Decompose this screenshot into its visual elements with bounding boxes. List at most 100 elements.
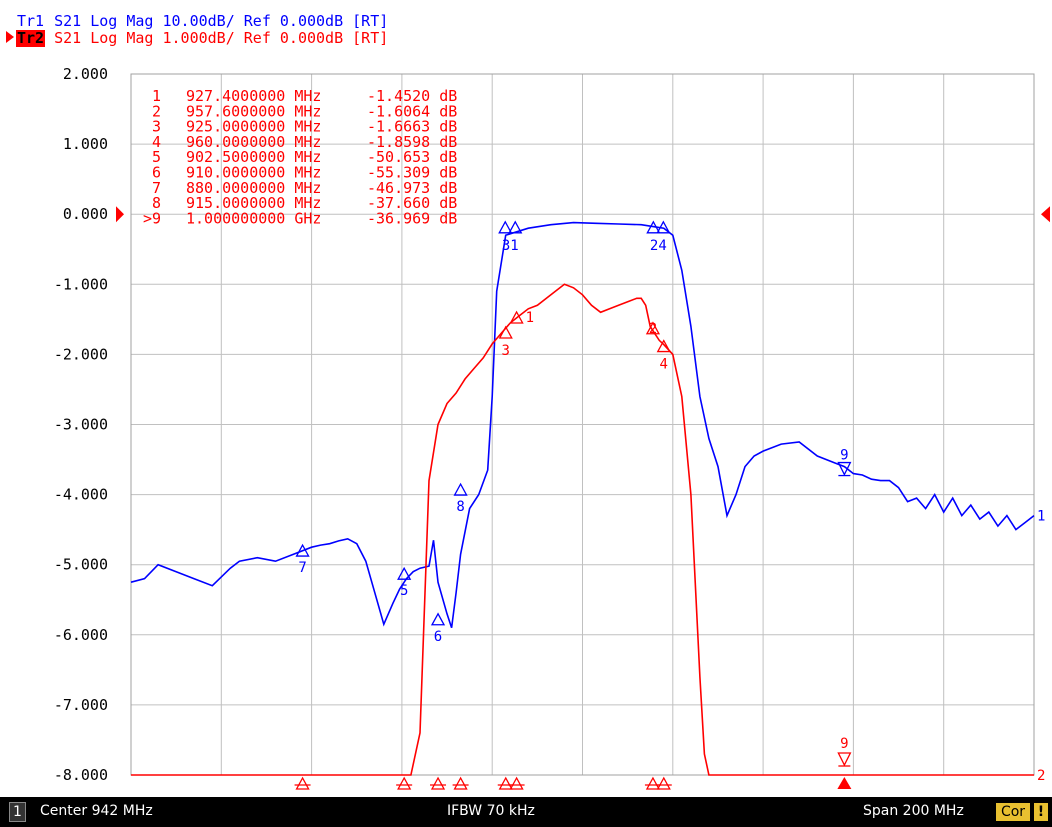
trace2-settings: S21 Log Mag 1.000dB/ Ref 0.000dB [RT]	[45, 29, 389, 47]
tr1-marker-group-icon[interactable]	[508, 220, 523, 234]
y-tick-label: -7.000	[54, 696, 108, 714]
y-tick-label: -6.000	[54, 626, 108, 644]
marker-table-value: -36.969 dB	[367, 209, 457, 227]
marker-label: 31	[502, 238, 519, 254]
tr2-bottom-marker-icon[interactable]	[656, 776, 671, 790]
marker-label: 5	[400, 583, 408, 599]
plot-border	[130, 73, 1035, 776]
y-tick-label: 2.000	[63, 65, 108, 83]
marker-table-value: -1.6064 dB	[367, 102, 457, 120]
marker-table-frequency: 910.0000000 MHz	[186, 164, 321, 182]
tr2-bottom-marker-icon[interactable]	[498, 776, 513, 790]
y-tick-label: -2.000	[54, 345, 108, 363]
trace1-tag[interactable]: Tr1	[17, 12, 45, 30]
marker-table-frequency: 902.5000000 MHz	[186, 148, 321, 166]
ifbw-setting[interactable]: IFBW 70 kHz	[447, 803, 535, 819]
marker-table-frequency: 880.0000000 MHz	[186, 179, 321, 197]
marker-table-frequency: 1.000000000 GHz	[186, 209, 321, 227]
tr1-marker-7-icon[interactable]	[295, 543, 310, 557]
trace-end-label: 1	[1037, 509, 1045, 525]
marker-table-number: 3	[152, 118, 161, 136]
trace2-header[interactable]: Tr2 S21 Log Mag 1.000dB/ Ref 0.000dB [RT…	[6, 29, 389, 47]
marker-label: 1	[526, 310, 534, 326]
span-setting[interactable]: Span 200 MHz	[863, 803, 964, 819]
tr2-bottom-marker-icon[interactable]	[430, 776, 446, 790]
marker-table-number: 2	[152, 102, 161, 120]
marker-table-frequency: 957.6000000 MHz	[186, 102, 321, 120]
marker-label: 7	[298, 560, 306, 576]
tr2-bottom-marker-icon[interactable]	[509, 776, 524, 790]
tr2-marker-4-icon[interactable]	[656, 339, 671, 353]
marker-label: 8	[456, 499, 464, 515]
marker-table-number: 8	[152, 194, 161, 212]
tr2-bottom-marker-icon[interactable]	[645, 776, 661, 790]
tr1-marker-group-icon[interactable]	[498, 220, 513, 234]
correction-indicator[interactable]: Cor	[996, 803, 1030, 821]
marker-table-value: -50.653 dB	[367, 148, 457, 166]
marker-table-number: 7	[152, 179, 161, 197]
marker-table-number: 4	[152, 133, 161, 151]
reference-level-markers	[116, 206, 1050, 223]
tr1-marker-8-icon[interactable]	[453, 482, 468, 496]
marker-table-value: -1.8598 dB	[367, 133, 457, 151]
marker-table-value: -1.4520 dB	[367, 87, 457, 105]
marker-table-number: 1	[152, 87, 161, 105]
status-bar: 1 Center 942 MHz IFBW 70 kHz Span 200 MH…	[0, 797, 1052, 827]
tr1-marker-6-icon[interactable]	[430, 612, 446, 626]
tr1-marker-group-icon[interactable]	[646, 220, 661, 234]
tr2-marker-2-icon[interactable]	[645, 321, 661, 335]
y-tick-label: -8.000	[54, 766, 108, 784]
active-trace-pointer-icon	[6, 31, 14, 43]
traces: 12	[130, 221, 1045, 784]
marker-table-value: -1.6663 dB	[367, 118, 457, 136]
trace2-tag[interactable]: Tr2	[16, 29, 46, 47]
marker-table-frequency: 927.4000000 MHz	[186, 87, 321, 105]
tr2-bottom-marker-icon[interactable]	[453, 776, 468, 790]
y-tick-label: -3.000	[54, 416, 108, 434]
trace-tr1-line	[130, 221, 1035, 629]
marker-table-frequency: 960.0000000 MHz	[186, 133, 321, 151]
tr2-marker-1-icon[interactable]	[509, 310, 524, 324]
marker-table-value: -55.309 dB	[367, 164, 457, 182]
y-tick-label: -1.000	[54, 275, 108, 293]
marker-label: 6	[434, 629, 442, 645]
y-tick-label: -4.000	[54, 486, 108, 504]
channel-indicator[interactable]: 1	[9, 802, 26, 822]
trace1-header[interactable]: Tr1 S21 Log Mag 10.00dB/ Ref 0.000dB [RT…	[16, 13, 388, 30]
tr2-active-marker-icon[interactable]	[837, 777, 852, 789]
y-tick-label: 1.000	[63, 135, 108, 153]
tr2-bottom-marker-icon[interactable]	[295, 776, 310, 790]
center-frequency[interactable]: Center 942 MHz	[40, 803, 153, 819]
marker-table-number: >9	[143, 209, 161, 227]
y-tick-label: -5.000	[54, 556, 108, 574]
marker-table: 1 927.4000000 MHz -1.4520 dB 2 957.6000000 M…	[143, 87, 457, 227]
trace-end-label: 2	[1037, 768, 1045, 784]
tr2-marker-9-icon[interactable]	[837, 752, 852, 767]
marker-label: 2	[649, 321, 657, 337]
tr1-marker-5-icon[interactable]	[397, 566, 412, 580]
marker-label: 4	[660, 357, 668, 373]
marker-label: 24	[650, 238, 667, 254]
marker-table-value: -46.973 dB	[367, 179, 457, 197]
ref-level-left-icon	[116, 206, 124, 223]
marker-table-number: 6	[152, 164, 161, 182]
tr2-marker-3-icon[interactable]	[498, 325, 513, 339]
ref-level-right-icon	[1041, 206, 1050, 223]
marker-label: 9	[840, 736, 848, 752]
marker-label: 9	[840, 448, 848, 464]
tr1-marker-group-icon[interactable]	[656, 220, 671, 234]
y-axis-labels: 2.000 1.000 0.000 -1.000 -2.000 -3.000 -4.000 -…	[54, 65, 108, 784]
sparameter-chart[interactable]: 2.000 1.000 0.000 -1.000 -2.000 -3.000 -4.000 -…	[0, 0, 1052, 797]
y-tick-label: 0.000	[63, 205, 108, 223]
trace-tr2-line	[131, 283, 1034, 776]
marker-table-number: 5	[152, 148, 161, 166]
tr2-bottom-marker-icon[interactable]	[397, 776, 412, 790]
marker-label: 3	[502, 343, 510, 359]
trace1-settings: S21 Log Mag 10.00dB/ Ref 0.000dB [RT]	[45, 12, 389, 30]
tr1-marker-9-icon[interactable]	[837, 461, 852, 477]
warning-indicator: !	[1034, 803, 1048, 821]
marker-table-frequency: 925.0000000 MHz	[186, 118, 321, 136]
marker-table-frequency: 915.0000000 MHz	[186, 194, 321, 212]
